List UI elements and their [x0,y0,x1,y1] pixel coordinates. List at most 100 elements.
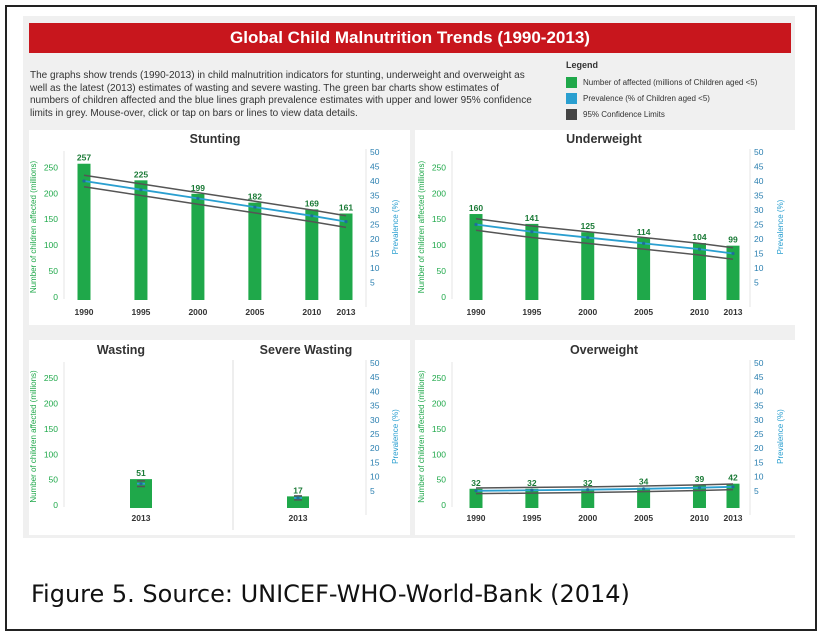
y-tick-label: 250 [44,162,58,172]
bar-value-label: 161 [339,203,353,213]
bar-value-label: 104 [692,232,706,242]
bar-value-label: 160 [469,203,483,213]
y2-tick-label: 20 [754,234,764,244]
bar [248,202,262,300]
bar [525,223,539,300]
prevalence-point [139,188,143,192]
y2-tick-label: 30 [754,205,764,215]
bar [339,213,353,300]
x-tick-label: 2000 [188,307,207,317]
y2-axis-label: Prevalence (%) [391,199,400,254]
bar-value-label: 199 [191,183,205,193]
y-tick-label: 0 [53,292,58,302]
y2-tick-label: 20 [754,443,764,453]
y2-axis-label: Prevalence (%) [776,199,785,254]
y2-tick-label: 15 [370,457,380,467]
y2-tick-label: 25 [754,429,764,439]
legend-item-affected[interactable]: Number of affected (millions of Children… [566,74,790,90]
legend-item-prevalence[interactable]: Prevalence (% of Children aged <5) [566,90,790,106]
bar-value-label: 39 [695,474,705,484]
bar-value-label: 34 [639,477,649,487]
legend-swatch [566,92,577,104]
x-tick-label: 2010 [690,513,709,523]
y-tick-label: 50 [49,266,59,276]
chart-severe-wasting: Severe Wasting 5 10 15 20 25 30 35 40 45 50 Prevale… [260,343,400,523]
y2-tick-label: 45 [754,372,764,382]
bar-value-label: 169 [305,198,319,208]
chart-title: Underweight [566,132,643,146]
chart-title: Severe Wasting [260,343,353,357]
y2-tick-label: 35 [754,401,764,411]
y2-tick-label: 10 [754,472,764,482]
bar [287,496,309,508]
ci-upper-line [83,174,347,217]
bar-value-label: 114 [637,227,651,237]
y-tick-label: 50 [437,475,447,485]
prevalence-point [642,487,646,491]
chart-panel-bg [29,340,410,535]
prevalence-line [83,180,347,223]
chart-title: Stunting [190,132,241,146]
bar [637,487,651,508]
chart-title: Wasting [97,343,145,357]
prevalence-point [586,235,590,240]
y-axis-label: Number of children affected (millions) [29,160,38,293]
x-tick-label: 2010 [302,307,321,317]
prevalence-point [530,488,534,492]
x-tick-label: 1990 [467,307,486,317]
y-tick-label: 200 [44,399,58,409]
y2-tick-label: 20 [370,234,380,244]
y2-tick-label: 40 [370,386,380,396]
bar [191,193,205,300]
y2-tick-label: 40 [754,176,764,186]
prevalence-point [253,205,257,209]
legend-swatch [566,76,577,88]
y-tick-label: 200 [432,188,446,198]
y2-tick-label: 50 [754,358,764,368]
bar-value-label: 32 [471,478,481,488]
prevalence-point [586,488,590,492]
bar-value-label: 42 [728,473,738,483]
prevalence-point [310,214,314,218]
legend-swatch [566,108,577,120]
x-tick-label: 2013 [724,513,743,523]
bar [130,479,152,508]
y-tick-label: 150 [432,424,446,434]
y-tick-label: 250 [432,162,446,172]
y-axis-label: Number of children affected (millions) [29,370,38,503]
legend: Legend Number of affected (millions of C… [566,60,790,126]
dashboard-title: Global Child Malnutrition Trends (1990-2… [29,23,791,53]
bar-value-label: 125 [581,221,595,231]
y-axis-label: Number of children affected (millions) [417,160,426,293]
bar [134,180,148,300]
x-tick-label: 1995 [131,307,150,317]
x-tick-label: 2000 [578,513,597,523]
chart-underweight: Underweight 0 50 100 150 200 250 Number of chil… [417,132,785,317]
ci-lower-line [475,229,734,261]
chart-overweight: Overweight 0 50 100 150 200 250 Number of child… [417,343,785,523]
legend-item-confidence[interactable]: 95% Confidence Limits [566,106,790,122]
y2-tick-label: 10 [370,472,380,482]
y2-tick-label: 15 [754,457,764,467]
y2-tick-label: 45 [754,162,764,172]
x-tick-label: 2005 [634,513,653,523]
y2-tick-label: 35 [754,191,764,201]
y-tick-label: 200 [44,188,58,198]
bar [581,232,595,300]
bar-value-label: 257 [77,153,91,163]
prevalence-point [474,222,478,227]
bar-value-label: 141 [525,213,539,223]
bar [637,237,651,300]
prevalence-line [475,485,734,492]
y2-tick-label: 25 [370,429,380,439]
x-tick-label: 2005 [634,307,653,317]
y2-tick-label: 40 [754,386,764,396]
bar-value-label: 99 [728,235,738,245]
y2-tick-label: 15 [754,249,764,259]
y2-tick-label: 10 [754,263,764,273]
ci-upper-line [475,217,734,249]
x-tick-label: 2013 [132,513,151,523]
y2-tick-label: 30 [370,415,380,425]
y2-axis-label: Prevalence (%) [776,409,785,464]
